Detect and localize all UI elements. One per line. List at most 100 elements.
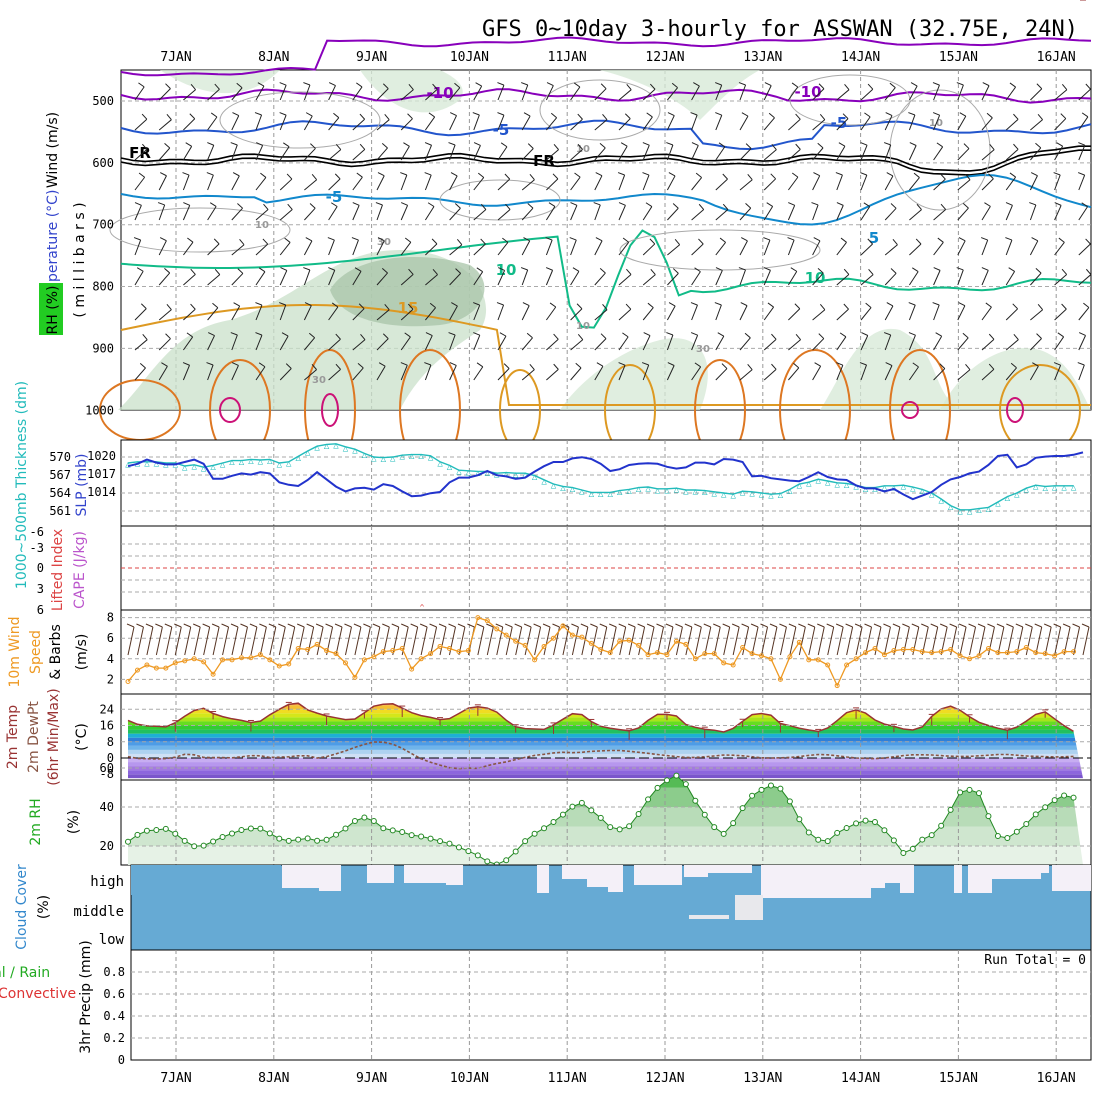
wind-barb-flag <box>230 332 238 336</box>
surface-wind-barb-flag <box>798 623 806 628</box>
wind-barb-staff <box>231 273 244 286</box>
wind-barb-flag <box>304 302 312 307</box>
wind-barb-flag <box>722 173 728 180</box>
rh-point <box>295 836 302 843</box>
wind-barb-staff <box>207 364 214 381</box>
top-date-label: 12JAN <box>645 50 684 65</box>
surface-wind-barb <box>723 626 731 656</box>
rh-point <box>1051 797 1058 804</box>
wind-barb-staff <box>183 118 196 131</box>
wind-barb-flag <box>327 237 335 241</box>
wind-barb-flag <box>310 143 316 149</box>
thickness-point: △ <box>201 464 207 474</box>
wind-barb-staff <box>352 118 365 131</box>
wind-barb-flag <box>573 82 581 88</box>
wind-barb-flag <box>599 268 606 274</box>
surface-wind-barb <box>562 626 570 656</box>
wind-barb-staff <box>473 366 484 381</box>
wind-barb-staff <box>666 365 675 381</box>
wind-barb-flag <box>352 202 360 206</box>
wind-barb-flag <box>1035 268 1042 274</box>
wind-speed-point <box>541 643 547 649</box>
wind-barb-staff <box>618 365 626 381</box>
upper-temp-label: Temperature (°C) <box>45 190 61 312</box>
wind-barb-flag <box>527 203 534 209</box>
thickness-point: △ <box>418 452 424 462</box>
wind-barb-flag <box>622 332 629 338</box>
wind-barb-flag <box>333 112 340 119</box>
contour-temp-freezing-b <box>120 149 1091 176</box>
wind-speed-point <box>399 646 405 651</box>
wind-barb-staff <box>884 87 896 101</box>
wind-barb-flag <box>939 363 946 369</box>
thickness-point: △ <box>409 452 415 462</box>
wind-barb-staff <box>691 366 702 381</box>
wind-barb-staff <box>836 364 844 381</box>
wind-barb-flag <box>868 268 874 275</box>
thickness-point: △ <box>834 480 840 490</box>
wind-barb-flag <box>719 237 726 243</box>
wind-barb-staff <box>981 206 991 221</box>
wind-barb-staff <box>183 274 196 286</box>
wind-barb-flag <box>427 202 435 207</box>
surface-wind-barb-flag <box>637 623 645 628</box>
contour-label: 10 <box>255 220 269 231</box>
wind-barb-staff <box>158 338 171 351</box>
thickness-point: △ <box>778 491 784 501</box>
thickness-point: △ <box>1052 483 1058 493</box>
wind-barb-staff <box>425 274 438 286</box>
wind-speed-point <box>692 656 698 662</box>
rh-point <box>692 797 699 804</box>
wind-barb-flag <box>424 172 432 176</box>
wind-barb-flag <box>642 142 650 146</box>
top-date-label: 16JAN <box>1037 50 1076 65</box>
wind-barb-staff <box>570 205 578 221</box>
wind-barb-flag <box>940 173 946 180</box>
wind-barb-staff <box>618 89 632 101</box>
wind-barb-flag <box>811 202 819 206</box>
wind-barb-flag <box>164 142 171 149</box>
wind-barb-flag <box>424 362 432 366</box>
wind-barb-flag <box>602 304 608 311</box>
thickness-point: △ <box>901 482 907 492</box>
wind-barb-flag <box>377 237 385 242</box>
thickness-axis-label: 1000~500mb Thickness (dm) <box>14 381 30 589</box>
wind-barb-flag <box>593 202 601 206</box>
wind-barb-staff <box>497 368 510 381</box>
cape-label: CAPE (J/kg) <box>72 531 88 609</box>
wind-barb-staff <box>400 174 408 191</box>
wind-barb-staff <box>860 307 872 321</box>
wind-barb-staff <box>836 205 844 221</box>
rh-point <box>966 786 973 793</box>
surface-wind-barb-flag <box>845 623 853 628</box>
wind-barb-flag <box>690 302 698 306</box>
wind-barb-flag <box>281 332 289 337</box>
rh2m-unit: (%) <box>66 810 82 834</box>
wind-barb-staff <box>1005 239 1013 256</box>
wind-barb-staff <box>666 175 676 191</box>
thickness-point: △ <box>229 458 235 468</box>
rh-point <box>134 831 141 838</box>
wind-barb-flag <box>646 112 653 118</box>
wind-barb-staff <box>618 274 632 286</box>
wind-barb-flag <box>1005 202 1013 206</box>
wind-barb-flag <box>425 332 433 337</box>
wind-barb-flag <box>744 332 751 339</box>
thickness-point: △ <box>910 484 916 494</box>
cloud-clear-block <box>761 865 871 898</box>
wind-barb-flag <box>553 143 559 150</box>
precip-tick-label: 0.6 <box>103 987 125 1001</box>
surface-wind-barb-flag <box>561 623 570 628</box>
wind-tick-label: 8 <box>107 611 114 625</box>
contour-label: 10 <box>805 269 826 287</box>
thickness-point: △ <box>825 478 831 488</box>
wind-speed-point <box>371 654 377 660</box>
wind-barb-staff <box>715 335 725 351</box>
wind-speed-point <box>305 647 311 653</box>
thickness-point: △ <box>957 507 963 517</box>
wind-barb-staff <box>933 84 940 101</box>
surface-wind-barb-flag <box>779 623 787 628</box>
wind-barb-flag <box>260 172 267 178</box>
wind-speed-point <box>314 641 320 647</box>
wind-barb-flag <box>400 202 408 206</box>
